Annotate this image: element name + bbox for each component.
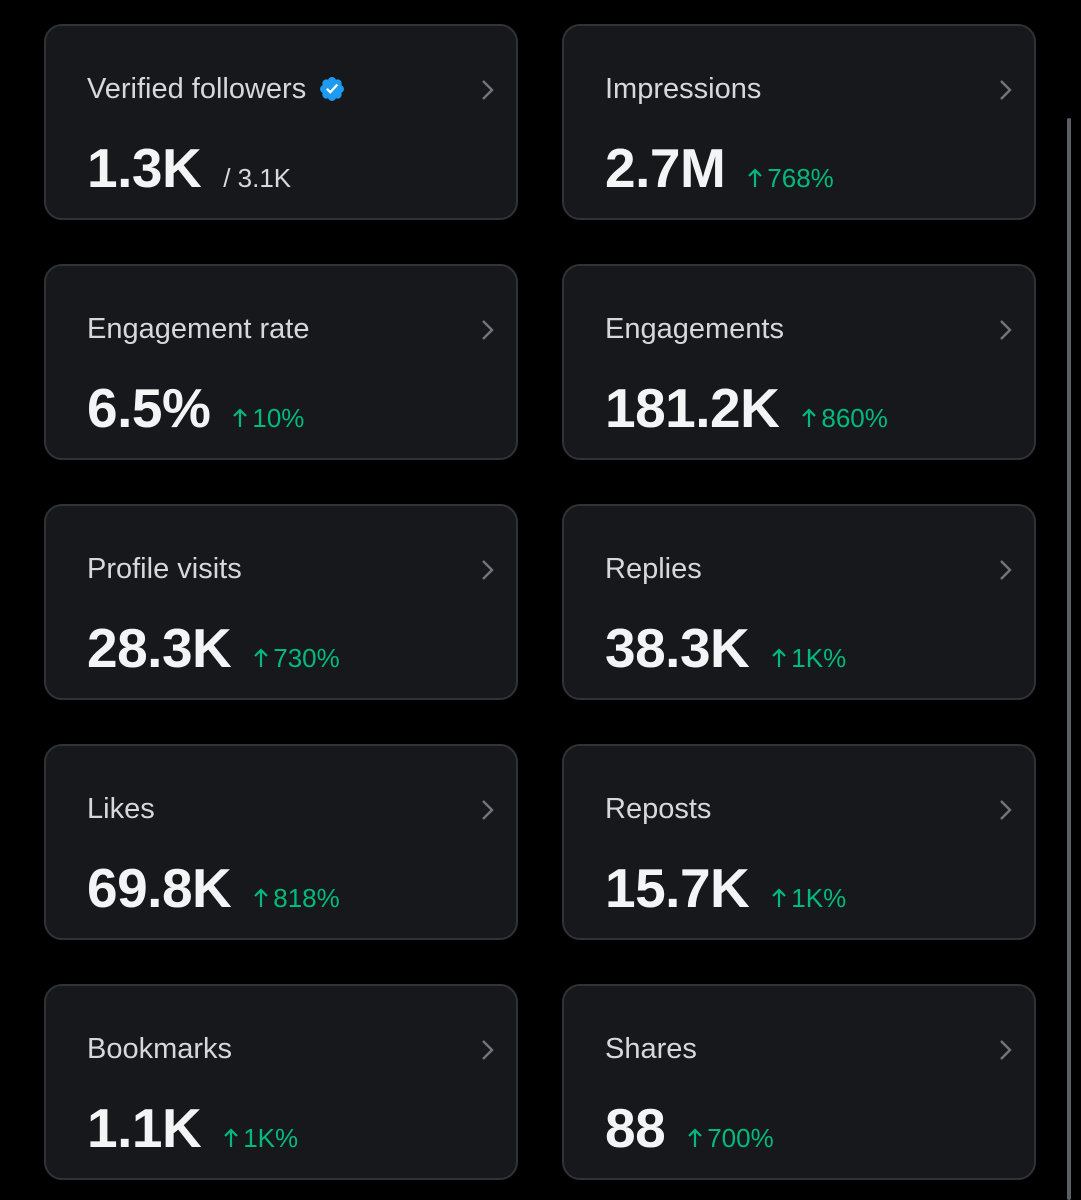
verified-followers-card[interactable]: Verified followers 1.3K / 3.1K (44, 24, 518, 220)
impressions-card[interactable]: Impressions 2.7M 768% (562, 24, 1036, 220)
engagements-label: Engagements (605, 313, 784, 345)
bookmarks-change-value: 1K% (243, 1123, 299, 1153)
total-followers-value: / 3.1K (223, 163, 292, 193)
chevron-right-icon (1000, 800, 1012, 820)
engagement-rate-change: 10% (232, 403, 304, 434)
profile-visits-change: 730% (253, 643, 340, 674)
reposts-card[interactable]: Reposts 15.7K 1K% (562, 744, 1036, 940)
replies-change: 1K% (771, 643, 846, 674)
bookmarks-card[interactable]: Bookmarks 1.1K 1K% (44, 984, 518, 1180)
engagement-rate-card[interactable]: Engagement rate 6.5% 10% (44, 264, 518, 460)
likes-change: 818% (253, 883, 340, 914)
profile-visits-change-value: 730% (273, 643, 340, 673)
bookmarks-change: 1K% (223, 1123, 298, 1154)
chevron-right-icon (482, 560, 494, 580)
chevron-right-icon (1000, 320, 1012, 340)
reposts-value: 15.7K (605, 857, 750, 919)
engagements-card[interactable]: Engagements 181.2K 860% (562, 264, 1036, 460)
impressions-change-value: 768% (767, 163, 834, 193)
reposts-label: Reposts (605, 793, 712, 825)
arrow-up-icon (772, 888, 787, 907)
verified-followers-label: Verified followers (87, 73, 307, 105)
likes-value: 69.8K (87, 857, 232, 919)
chevron-right-icon (482, 320, 494, 340)
engagement-rate-value: 6.5% (87, 377, 211, 439)
chevron-right-icon (1000, 1040, 1012, 1060)
reposts-change-value: 1K% (791, 883, 847, 913)
profile-visits-card[interactable]: Profile visits 28.3K 730% (44, 504, 518, 700)
scrollbar[interactable] (1067, 118, 1071, 1200)
replies-card[interactable]: Replies 38.3K 1K% (562, 504, 1036, 700)
chevron-right-icon (482, 1040, 494, 1060)
shares-change-value: 700% (707, 1123, 774, 1153)
chevron-right-icon (482, 800, 494, 820)
arrow-up-icon (688, 1128, 702, 1147)
impressions-label: Impressions (605, 73, 762, 105)
chevron-right-icon (1000, 80, 1012, 100)
engagement-rate-label: Engagement rate (87, 313, 310, 345)
replies-label: Replies (605, 553, 702, 585)
arrow-up-icon (802, 408, 817, 427)
shares-card[interactable]: Shares 88 700% (562, 984, 1036, 1180)
bookmarks-label: Bookmarks (87, 1033, 233, 1065)
chevron-right-icon (1000, 560, 1012, 580)
arrow-up-icon (254, 888, 269, 907)
likes-change-value: 818% (273, 883, 340, 913)
impressions-value: 2.7M (605, 137, 726, 199)
arrow-up-icon (748, 168, 763, 187)
impressions-change: 768% (747, 163, 834, 194)
profile-visits-value: 28.3K (87, 617, 232, 679)
verified-badge-icon (320, 77, 345, 101)
engagement-rate-change-value: 10% (252, 403, 305, 433)
shares-label: Shares (605, 1033, 697, 1065)
chevron-right-icon (482, 80, 494, 100)
arrow-up-icon (772, 648, 787, 667)
likes-label: Likes (87, 793, 155, 825)
shares-value: 88 (605, 1097, 666, 1159)
engagements-change-value: 860% (821, 403, 888, 433)
engagements-value: 181.2K (605, 377, 780, 439)
arrow-up-icon (254, 648, 269, 667)
arrow-up-icon (233, 408, 248, 427)
shares-change: 700% (687, 1123, 774, 1154)
arrow-up-icon (224, 1128, 238, 1147)
engagements-change: 860% (801, 403, 888, 434)
verified-followers-value: 1.3K (87, 137, 202, 199)
bookmarks-value: 1.1K (87, 1097, 202, 1159)
replies-value: 38.3K (605, 617, 750, 679)
likes-card[interactable]: Likes 69.8K 818% (44, 744, 518, 940)
reposts-change: 1K% (771, 883, 846, 914)
replies-change-value: 1K% (791, 643, 847, 673)
profile-visits-label: Profile visits (87, 553, 242, 585)
